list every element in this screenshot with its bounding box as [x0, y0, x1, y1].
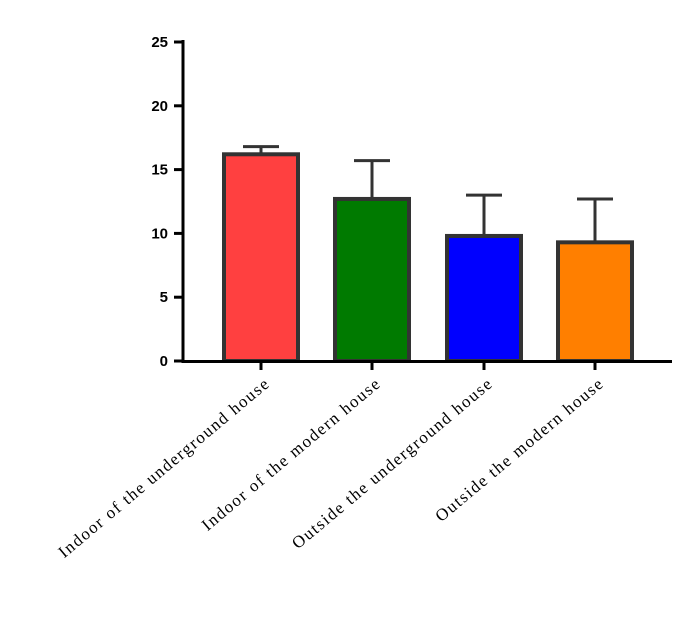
x-tick-label: Outside the underground house	[288, 374, 496, 553]
bar	[556, 240, 634, 363]
y-tick-label: 20	[151, 98, 168, 115]
bar	[222, 152, 300, 363]
y-tick-label: 25	[151, 34, 168, 51]
axes	[181, 40, 672, 363]
bar	[333, 196, 411, 363]
bars	[222, 152, 634, 363]
x-tick-label: Indoor of the modern house	[198, 374, 385, 535]
x-tick-label: Indoor of the underground house	[55, 374, 274, 562]
y-tick-label: 15	[151, 162, 168, 179]
y-tick-label: 5	[160, 289, 168, 306]
bar	[445, 233, 523, 363]
y-ticks: 0 5 10 15 20 25	[151, 34, 183, 370]
error-bars	[243, 145, 613, 243]
y-tick-label: 10	[151, 225, 168, 242]
y-tick-label: 0	[160, 353, 168, 370]
